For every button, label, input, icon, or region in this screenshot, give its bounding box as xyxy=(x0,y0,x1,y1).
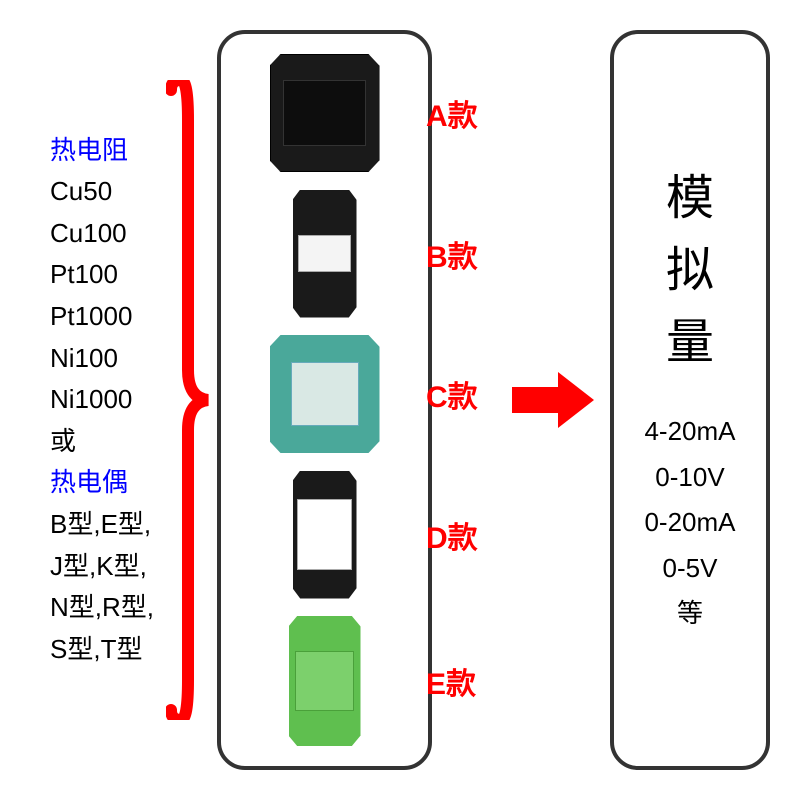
diagram-container: 热电阻 Cu50 Cu100 Pt100 Pt1000 Ni100 Ni1000… xyxy=(0,0,800,800)
title-char: 拟 xyxy=(666,235,714,307)
rtd-item: Pt100 xyxy=(50,254,118,296)
tc-item: J型,K型, xyxy=(50,546,147,588)
module-d-label: D款 xyxy=(426,513,478,557)
module-e xyxy=(289,616,361,746)
title-char: 模 xyxy=(666,163,714,235)
input-types-column: 热电阻 Cu50 Cu100 Pt100 Pt1000 Ni100 Ni1000… xyxy=(30,130,166,671)
title-char: 量 xyxy=(666,307,714,379)
curly-brace-icon xyxy=(166,80,211,720)
rtd-header: 热电阻 xyxy=(50,130,128,172)
tc-item: S型,T型 xyxy=(50,629,142,671)
rtd-item: Cu100 xyxy=(50,213,127,255)
module-c-label: C款 xyxy=(426,372,478,416)
output-item: 0-5V xyxy=(663,546,718,592)
output-box: 模 拟 量 4-20mA 0-10V 0-20mA 0-5V 等 xyxy=(610,30,770,770)
output-item: 0-20mA xyxy=(644,500,735,546)
arrow-icon xyxy=(512,370,602,430)
or-text: 或 xyxy=(50,421,76,463)
rtd-item: Pt1000 xyxy=(50,296,132,338)
module-c xyxy=(270,335,380,453)
rtd-item: Ni100 xyxy=(50,338,118,380)
module-b xyxy=(293,190,357,318)
module-row: E款 xyxy=(235,616,414,746)
tc-item: B型,E型, xyxy=(50,504,151,546)
output-item: 等 xyxy=(677,591,703,637)
module-a-label: A款 xyxy=(426,91,478,135)
rtd-item: Cu50 xyxy=(50,171,112,213)
arrow-head xyxy=(558,372,594,428)
arrow-shaft xyxy=(512,387,560,413)
module-row: D款 xyxy=(235,471,414,599)
module-e-label: E款 xyxy=(426,659,476,703)
output-title: 模 拟 量 xyxy=(666,163,714,379)
module-row: A款 xyxy=(235,54,414,172)
tc-header: 热电偶 xyxy=(50,462,128,504)
modules-box: A款 B款 C款 D款 E款 xyxy=(217,30,432,770)
module-row: C款 xyxy=(235,335,414,453)
module-b-label: B款 xyxy=(426,232,478,276)
module-row: B款 xyxy=(235,190,414,318)
tc-item: N型,R型, xyxy=(50,587,154,629)
output-item: 0-10V xyxy=(655,455,724,501)
output-list: 4-20mA 0-10V 0-20mA 0-5V 等 xyxy=(644,409,735,637)
module-d xyxy=(293,471,357,599)
output-item: 4-20mA xyxy=(644,409,735,455)
module-a xyxy=(270,54,380,172)
rtd-item: Ni1000 xyxy=(50,379,132,421)
